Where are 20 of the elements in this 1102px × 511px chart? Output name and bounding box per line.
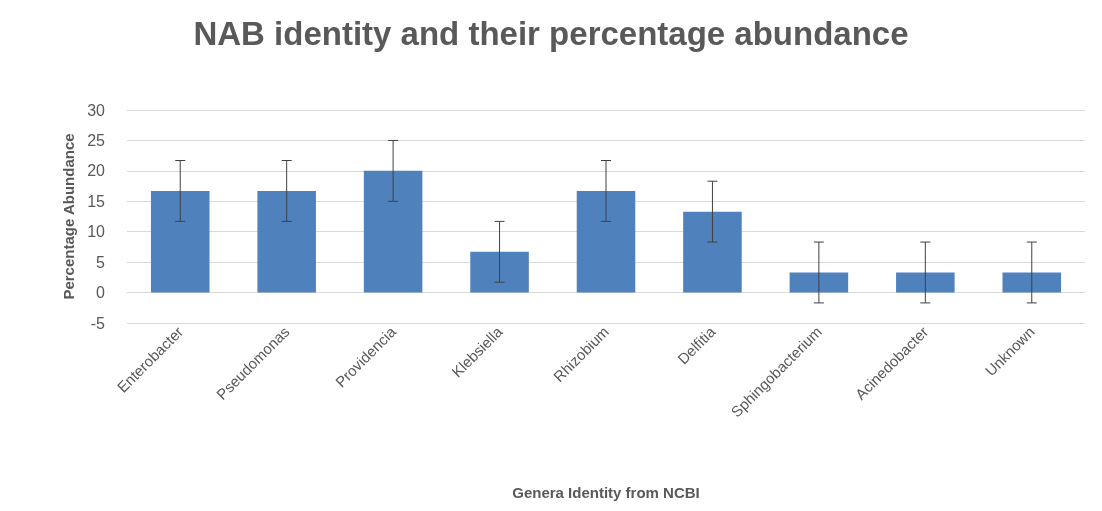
y-tick-label: -5	[90, 314, 106, 332]
x-axis-title: Genera Identity from NCBI	[512, 484, 700, 501]
bar	[1002, 272, 1062, 293]
y-tick-label: 30	[87, 101, 106, 119]
y-tick-label: 25	[87, 131, 106, 149]
y-tick-label: 10	[87, 223, 106, 241]
y-tick-label: 0	[96, 284, 106, 302]
bar	[363, 170, 423, 293]
y-tick-label: 5	[96, 253, 106, 271]
bar	[896, 272, 955, 293]
bar	[576, 190, 636, 293]
bar	[150, 190, 210, 293]
y-tick-label: 20	[87, 162, 106, 180]
y-axis-title: Percentage Abundance	[60, 133, 78, 300]
bar	[257, 190, 316, 293]
bar	[789, 272, 849, 293]
bar	[683, 211, 742, 293]
bar	[470, 251, 529, 293]
y-tick-label: 15	[87, 192, 106, 210]
chart-title: NAB identity and their percentage abundance	[193, 15, 909, 52]
